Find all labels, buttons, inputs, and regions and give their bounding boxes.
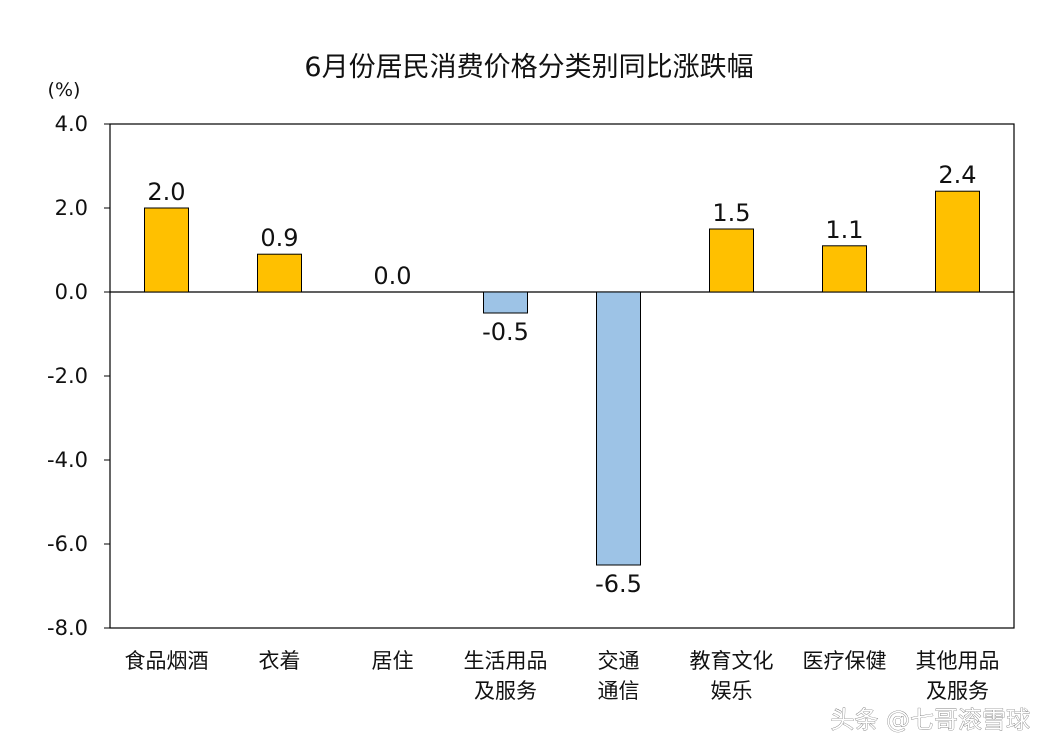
category-label: 其他用品 (916, 649, 1000, 673)
bar-series (144, 190, 980, 566)
data-label: -0.5 (482, 318, 529, 346)
category-label: 居住 (372, 649, 414, 673)
category-label: 医疗保健 (803, 649, 887, 673)
bar (483, 291, 528, 314)
y-unit-label: (%) (48, 79, 81, 101)
bar (822, 245, 867, 293)
data-label: 1.5 (712, 199, 750, 227)
y-tick-label: -8.0 (47, 616, 88, 640)
bar (935, 190, 980, 293)
category-label: 及服务 (926, 679, 989, 703)
plot-frame (109, 123, 1015, 629)
data-label: 0.9 (260, 224, 298, 252)
watermark-text: 头条 @七哥滚雪球 (830, 706, 1030, 734)
y-tick-label: 4.0 (55, 112, 88, 136)
category-label: 衣着 (259, 649, 301, 673)
bar (596, 291, 641, 566)
y-tick-label: -4.0 (47, 448, 88, 472)
data-label: 2.0 (147, 178, 185, 206)
y-tick-label: -2.0 (47, 364, 88, 388)
y-tick-label: -6.0 (47, 532, 88, 556)
category-label: 生活用品 (464, 649, 548, 673)
data-label: 1.1 (825, 216, 863, 244)
category-label: 通信 (598, 679, 640, 703)
category-label: 食品烟酒 (125, 649, 209, 673)
data-label: -6.5 (595, 570, 642, 598)
category-label: 及服务 (474, 679, 537, 703)
bar (257, 253, 302, 293)
y-axis-ticks: 4.0 2.0 0.0 -2.0 -4.0 -6.0 -8.0 (47, 112, 110, 640)
bar (144, 207, 189, 293)
data-label: 0.0 (373, 262, 411, 290)
y-tick-label: 0.0 (55, 280, 88, 304)
y-tick-label: 2.0 (55, 196, 88, 220)
chart-title: 6月份居民消费价格分类别同比涨跌幅 (304, 52, 753, 83)
data-labels: 2.0 0.9 0.0 -0.5 -6.5 1.5 1.1 2.4 (147, 161, 976, 598)
category-label: 教育文化 (690, 649, 774, 673)
data-label: 2.4 (938, 161, 976, 189)
category-label: 交通 (598, 649, 640, 673)
category-label: 娱乐 (711, 679, 753, 703)
bar (709, 228, 754, 293)
